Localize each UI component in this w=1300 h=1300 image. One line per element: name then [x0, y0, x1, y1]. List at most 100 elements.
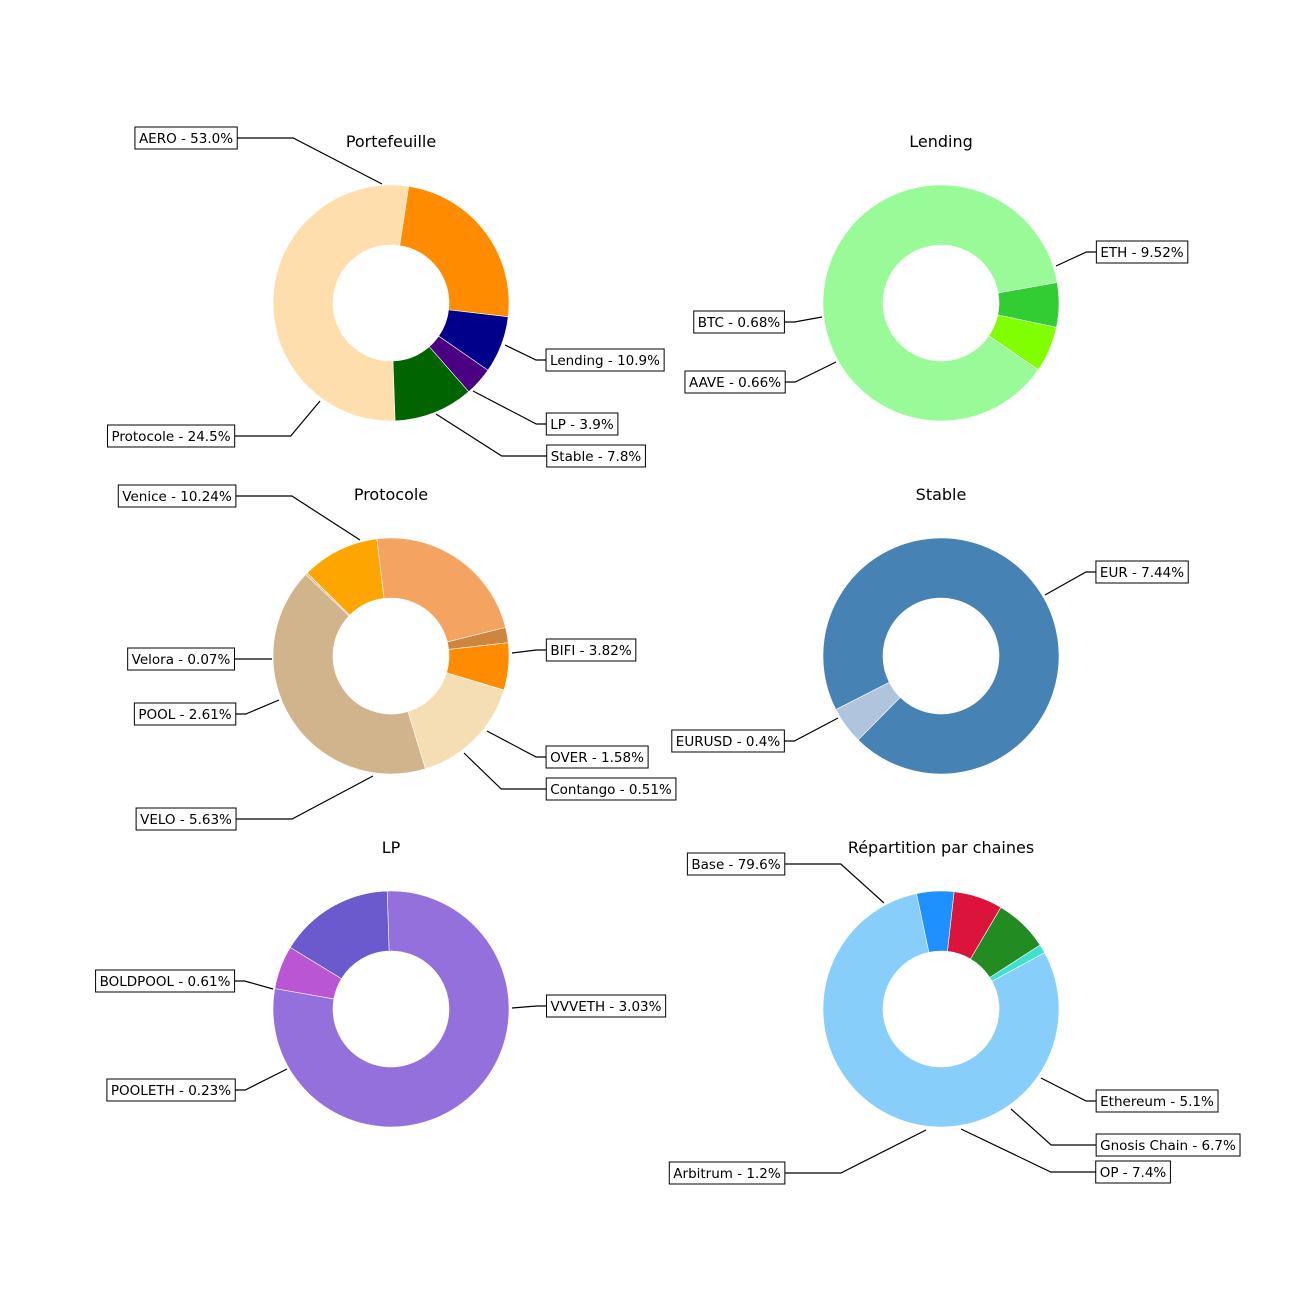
slice-label-box-base: [686, 852, 786, 876]
slice-label-box-eth: [1095, 240, 1189, 264]
slice-vvveth: [272, 890, 510, 1128]
leader-line-lp: [472, 390, 547, 425]
leader-line-eth: [1055, 251, 1097, 267]
slice-label-box-venice: [117, 484, 237, 508]
leader-line-aave: [785, 361, 837, 383]
slice-label-over: OVER - 1.58%: [550, 750, 644, 766]
leader-line-boldpool: [234, 980, 274, 990]
slice-label-base: Base - 79.6%: [691, 857, 780, 873]
slice-label-box-gnosis-chain: [1095, 1133, 1241, 1157]
donut-chart-protocole: Protocole Venice - 10.24% Velora - 0.07% PO…: [117, 484, 677, 831]
slice-label-box-pool: [133, 702, 237, 726]
slice-label-contango: Contango - 0.51%: [550, 782, 672, 798]
slice-label-boldpool: BOLDPOOL - 0.61%: [100, 974, 231, 990]
slice-label-box-boldpool: [95, 969, 236, 993]
leader-line-velo: [236, 775, 374, 820]
leader-line-aero: [237, 137, 383, 185]
slice-label-bifi: BIFI - 3.82%: [550, 643, 632, 659]
slice-label-box-arbitrum: [668, 1161, 786, 1185]
slice-label-box-lp: [545, 412, 619, 436]
slice-base: [822, 893, 1060, 1128]
slice-eurusd: [835, 681, 901, 741]
chart-title: LP: [382, 838, 401, 857]
slice-label-box-lending: [545, 348, 665, 372]
slice-label-box-stable: [546, 444, 646, 468]
slice-label-box-contango: [545, 777, 677, 801]
leader-line-btc: [784, 316, 823, 323]
chart-title: Portefeuille: [346, 132, 436, 151]
slice-label-box-aero: [134, 126, 238, 150]
donut-chart-portefeuille: Portefeuille AERO - 53.0% Protocole - 24.5…: [106, 126, 665, 468]
slice-label-box-eur: [1095, 560, 1189, 584]
slice-eur: [822, 537, 1060, 775]
slice-label-box-protocole: [106, 424, 236, 448]
slice-label-arbitrum: Arbitrum - 1.2%: [673, 1166, 781, 1182]
leader-line-gnosis-chain: [1010, 1108, 1097, 1146]
slice-label-lp: LP - 3.9%: [550, 417, 614, 433]
slice-ethereum: [916, 890, 955, 953]
slice-label-ethereum: Ethereum - 5.1%: [1100, 1094, 1214, 1110]
leader-line-eurusd: [784, 717, 839, 742]
slice-label-box-ethereum: [1095, 1089, 1219, 1113]
leader-line-op: [960, 1128, 1096, 1173]
donut-chart-r-partition-par-chaines: Répartition par chaines Base - 79.6% Arbit…: [668, 838, 1241, 1185]
slice-label-gnosis-chain: Gnosis Chain - 6.7%: [1100, 1138, 1236, 1154]
leader-line-stable: [435, 413, 547, 457]
leader-line-base: [784, 863, 885, 904]
slice-label-box-vvveth: [546, 994, 667, 1018]
slice-venice: [272, 574, 426, 775]
slice-label-op: OP - 7.4%: [1100, 1165, 1167, 1181]
slice-pooleth: [274, 947, 342, 1000]
donut-chart-stable: Stable EUR - 7.44% EURUSD - 0.4%: [671, 485, 1189, 775]
slice-protocole: [399, 185, 510, 318]
slice-aave: [997, 282, 1060, 328]
leader-line-eur: [1044, 571, 1096, 596]
leader-line-bifi: [511, 649, 547, 654]
leader-line-over: [486, 730, 547, 758]
slice-label-eth: ETH - 9.52%: [1100, 245, 1183, 261]
leader-line-lending: [504, 344, 547, 361]
slice-label-eur: EUR - 7.44%: [1100, 565, 1184, 581]
slice-label-venice: Venice - 10.24%: [122, 489, 232, 505]
leader-line-pooleth: [235, 1068, 288, 1091]
slice-label-lending: Lending - 10.9%: [550, 353, 660, 369]
slice-eth: [822, 184, 1058, 422]
donut-chart-lp: LP VVVETH - 3.03% BOLDPOOL - 0.61% POOLETH …: [95, 838, 667, 1128]
slice-label-aave: AAVE - 0.66%: [689, 375, 781, 391]
leader-line-vvveth: [511, 1005, 547, 1009]
leader-line-ethereum: [1040, 1077, 1097, 1102]
slice-label-box-over: [545, 745, 649, 769]
slice-label-pooleth: POOLETH - 0.23%: [111, 1083, 231, 1099]
slice-label-box-velo: [135, 807, 237, 831]
leader-line-arbitrum: [784, 1129, 927, 1174]
leader-line-venice: [235, 495, 361, 541]
slice-label-box-op: [1095, 1160, 1171, 1184]
slice-label-box-bifi: [545, 638, 637, 662]
leader-line-contango: [463, 752, 547, 790]
slice-label-aero: AERO - 53.0%: [139, 131, 233, 147]
slice-bifi: [407, 672, 505, 770]
chart-title: Protocole: [354, 485, 428, 504]
slice-label-velo: VELO - 5.63%: [140, 812, 232, 828]
slice-label-box-pooleth: [106, 1078, 236, 1102]
chart-title: Lending: [909, 132, 973, 151]
slice-label-protocole: Protocole - 24.5%: [111, 429, 230, 445]
slice-label-box-velora: [127, 647, 236, 671]
slice-label-box-eurusd: [671, 729, 785, 753]
chart-title: Répartition par chaines: [848, 838, 1034, 857]
slice-label-pool: POOL - 2.61%: [138, 707, 231, 723]
slice-label-eurusd: EURUSD - 0.4%: [676, 734, 781, 750]
slice-label-velora: Velora - 0.07%: [132, 652, 231, 668]
donut-chart-lending: Lending ETH - 9.52% BTC - 0.68% AAVE - 0.66…: [684, 132, 1189, 422]
slice-label-btc: BTC - 0.68%: [698, 315, 781, 331]
slice-label-stable: Stable - 7.8%: [551, 449, 642, 465]
slice-label-box-btc: [693, 310, 785, 334]
leader-line-protocole: [234, 400, 321, 437]
slice-label-vvveth: VVVETH - 3.03%: [551, 999, 662, 1015]
slice-aero: [272, 184, 410, 422]
chart-title: Stable: [916, 485, 967, 504]
leader-line-pool: [235, 699, 280, 715]
slice-velo: [376, 537, 506, 643]
slice-lending: [392, 346, 470, 422]
